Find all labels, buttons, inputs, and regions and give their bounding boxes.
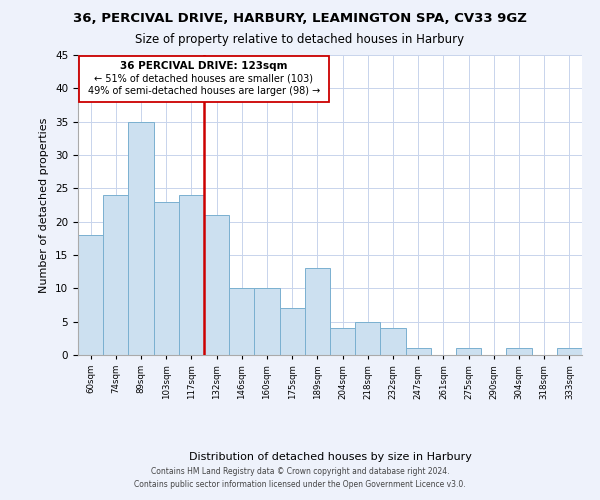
Bar (506, 348, 532, 355)
Bar (254, 288, 280, 355)
Bar (154, 202, 179, 355)
Bar (355, 322, 380, 355)
Bar (128, 122, 154, 355)
Bar (380, 328, 406, 355)
Bar (103, 195, 128, 355)
FancyBboxPatch shape (79, 56, 329, 102)
Bar (330, 328, 355, 355)
Y-axis label: Number of detached properties: Number of detached properties (40, 118, 49, 292)
Bar (406, 348, 431, 355)
Bar (229, 288, 254, 355)
Bar (280, 308, 305, 355)
Bar (179, 195, 204, 355)
Text: 36 PERCIVAL DRIVE: 123sqm: 36 PERCIVAL DRIVE: 123sqm (120, 62, 288, 72)
Text: Size of property relative to detached houses in Harbury: Size of property relative to detached ho… (136, 32, 464, 46)
Bar (557, 348, 582, 355)
Text: ← 51% of detached houses are smaller (103): ← 51% of detached houses are smaller (10… (95, 74, 314, 84)
Text: Contains HM Land Registry data © Crown copyright and database right 2024.
Contai: Contains HM Land Registry data © Crown c… (134, 467, 466, 489)
X-axis label: Distribution of detached houses by size in Harbury: Distribution of detached houses by size … (188, 452, 472, 462)
Bar (204, 215, 229, 355)
Bar (456, 348, 481, 355)
Text: 49% of semi-detached houses are larger (98) →: 49% of semi-detached houses are larger (… (88, 86, 320, 96)
Text: 36, PERCIVAL DRIVE, HARBURY, LEAMINGTON SPA, CV33 9GZ: 36, PERCIVAL DRIVE, HARBURY, LEAMINGTON … (73, 12, 527, 26)
Bar (78, 235, 103, 355)
Bar (305, 268, 330, 355)
